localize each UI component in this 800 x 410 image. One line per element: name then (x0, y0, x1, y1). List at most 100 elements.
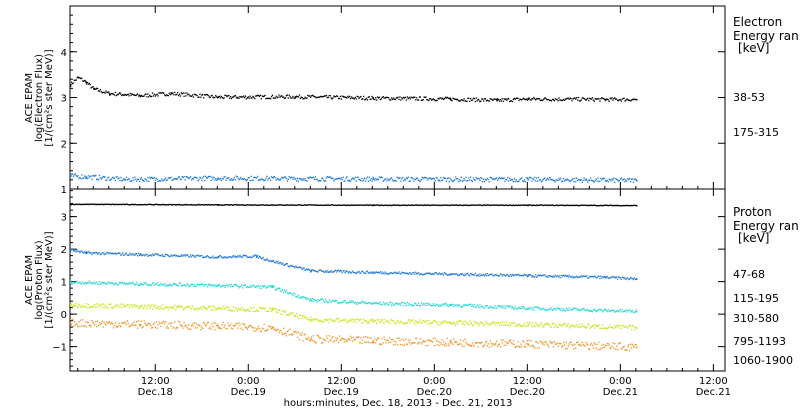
data-point (416, 177, 419, 180)
data-point (384, 338, 386, 341)
data-point (582, 307, 584, 310)
data-point (577, 276, 580, 278)
data-point (338, 204, 341, 206)
data-point (350, 337, 353, 339)
data-point (429, 340, 432, 342)
data-point (230, 256, 233, 258)
data-point (440, 273, 442, 276)
data-point (389, 204, 391, 206)
data-point (82, 281, 84, 283)
data-point (485, 179, 488, 181)
data-point (526, 177, 529, 179)
data-point (469, 176, 472, 178)
data-point (93, 322, 95, 325)
data-point (189, 254, 192, 256)
data-point (522, 340, 524, 342)
data-point (341, 95, 343, 97)
data-point (357, 96, 359, 98)
data-point (212, 255, 214, 257)
data-point (468, 304, 470, 306)
data-point (265, 204, 267, 206)
data-point (125, 305, 128, 307)
data-point (235, 308, 237, 310)
data-point (455, 304, 457, 307)
data-point (443, 321, 445, 323)
data-point (136, 283, 139, 286)
data-point (436, 273, 438, 275)
data-point (348, 338, 350, 340)
data-point (83, 283, 85, 285)
data-point (150, 176, 153, 179)
data-point (266, 175, 268, 177)
data-point (269, 325, 271, 327)
data-point (501, 341, 503, 344)
data-point (356, 301, 358, 304)
data-point (292, 295, 294, 297)
data-point (602, 205, 604, 207)
data-point (600, 275, 602, 277)
data-point (308, 298, 310, 300)
data-point (554, 98, 556, 100)
data-point (83, 306, 85, 309)
data-point (594, 179, 596, 182)
data-point (299, 204, 302, 206)
data-point (251, 307, 253, 309)
data-point (547, 204, 549, 206)
data-point (250, 324, 252, 327)
bottom-panel-data (70, 203, 638, 352)
data-point (340, 338, 342, 340)
data-point (481, 204, 483, 207)
data-point (122, 94, 124, 96)
data-point (398, 177, 400, 180)
data-point (251, 204, 253, 206)
data-point (515, 179, 517, 181)
data-point (139, 178, 142, 180)
data-point (606, 342, 609, 345)
data-point (125, 323, 128, 326)
data-point (481, 274, 483, 276)
data-point (404, 96, 407, 99)
data-point (330, 340, 332, 342)
data-point (350, 272, 353, 274)
data-point (103, 91, 105, 93)
data-point (260, 330, 262, 332)
data-point (427, 99, 429, 101)
data-point (187, 328, 189, 330)
data-point (346, 321, 348, 323)
data-point (559, 307, 561, 310)
data-point (558, 308, 560, 311)
data-point (308, 95, 310, 97)
data-point (79, 251, 81, 254)
data-point (300, 96, 302, 98)
data-point (441, 321, 443, 323)
data-point (527, 178, 529, 181)
data-point (223, 97, 225, 99)
data-point (555, 98, 557, 101)
data-point (516, 345, 518, 348)
data-point (480, 321, 482, 323)
data-point (605, 277, 608, 279)
data-point (433, 304, 435, 307)
data-point (76, 77, 78, 79)
data-point (476, 275, 478, 277)
data-point (401, 178, 403, 180)
data-point (261, 178, 263, 180)
data-point (177, 255, 180, 257)
data-point (190, 256, 193, 258)
data-point (526, 99, 529, 101)
data-point (305, 179, 307, 182)
data-point (457, 343, 460, 346)
data-point (249, 256, 251, 258)
data-point (130, 254, 132, 256)
data-point (600, 98, 602, 100)
data-point (271, 177, 274, 179)
data-point (332, 177, 334, 179)
data-point (483, 275, 486, 277)
data-point (140, 283, 142, 286)
data-point (536, 98, 538, 100)
data-point (234, 203, 236, 206)
data-point (383, 179, 385, 181)
data-point (352, 300, 355, 302)
data-point (611, 204, 613, 207)
data-point (575, 180, 577, 183)
